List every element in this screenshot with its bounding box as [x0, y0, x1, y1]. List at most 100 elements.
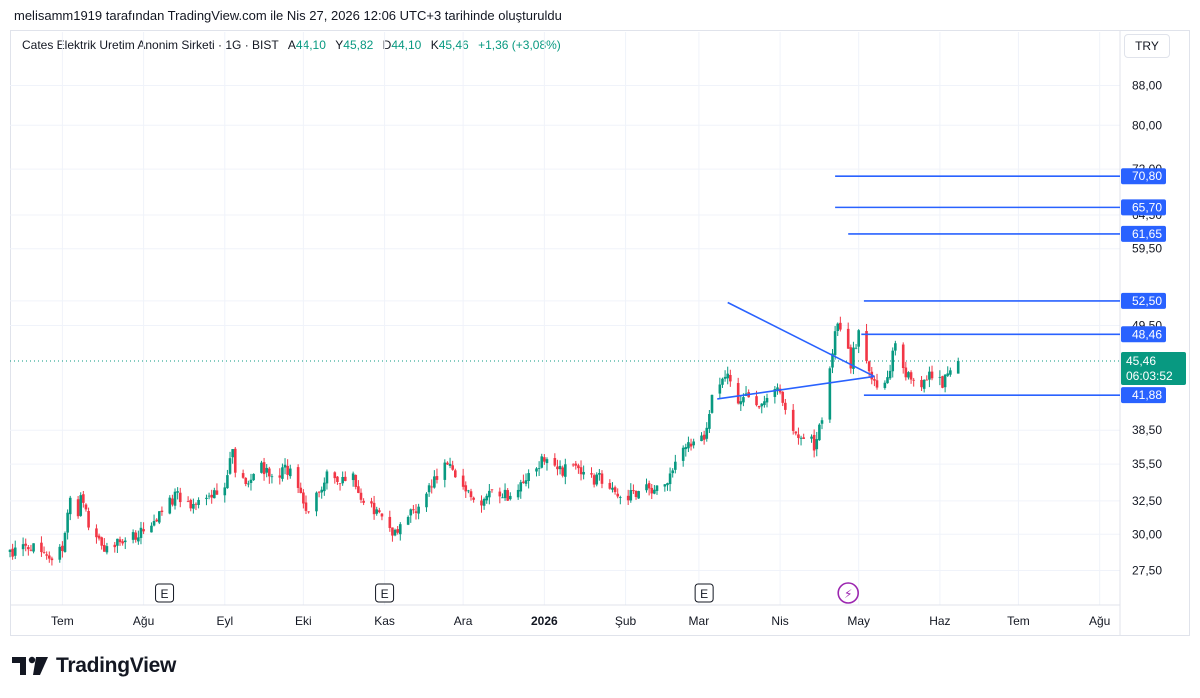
candle-body: [671, 470, 675, 474]
candle-body: [765, 397, 769, 403]
candle-body: [516, 489, 520, 498]
candle-body: [791, 409, 795, 431]
candle-body: [571, 464, 575, 466]
candle-body: [171, 498, 174, 505]
candle-body: [375, 509, 379, 514]
candle-body: [207, 495, 211, 497]
symbol-title[interactable]: Cates Elektrik Uretim Anonim Sirketi · 1…: [22, 38, 279, 52]
time-tick-label: Ağu: [1089, 614, 1110, 628]
candle-body: [241, 473, 245, 478]
change-value: +1,36 (+3,08%): [478, 38, 561, 52]
candle-body: [828, 368, 832, 420]
candle-body: [909, 372, 913, 380]
price-chart[interactable]: 88,0080,0072,0064,5059,5052,5049,5038,50…: [0, 0, 1200, 640]
price-tick-label: 80,00: [1132, 118, 1162, 132]
candle-body: [482, 499, 486, 506]
candle-body: [595, 474, 599, 485]
candle-body: [901, 344, 905, 369]
candle-body: [464, 485, 468, 492]
candle-body: [799, 437, 803, 439]
candle-body: [325, 471, 329, 484]
price-tick-label: 38,50: [1132, 423, 1162, 437]
candle-body: [158, 511, 161, 523]
candle-body: [920, 379, 923, 388]
candle-body: [637, 491, 640, 499]
candle-body: [427, 485, 431, 493]
candle-body: [27, 547, 30, 550]
chart-credit: melisamm1919 tarafından TradingView.com …: [14, 8, 562, 23]
time-tick-label: May: [847, 614, 870, 628]
candle-body: [776, 387, 779, 390]
candle-body: [95, 528, 98, 538]
candle-body: [650, 487, 654, 494]
candle-body: [815, 439, 819, 450]
candle-body: [134, 532, 138, 540]
candle-body: [509, 495, 512, 500]
candle-body: [278, 475, 282, 478]
candle-body: [668, 473, 672, 485]
candle-body: [362, 500, 365, 503]
candle-body: [666, 483, 669, 486]
candle-body: [372, 502, 376, 515]
candle-body: [831, 353, 834, 368]
candle-body: [655, 485, 659, 491]
earnings-marker-label: E: [161, 587, 169, 601]
price-tick-label: 27,50: [1132, 564, 1162, 578]
candle-body: [883, 382, 887, 388]
candle-body: [396, 529, 399, 533]
event-markers[interactable]: E E E ⚡: [155, 582, 860, 604]
candle-body: [378, 510, 381, 513]
candle-body: [194, 503, 198, 505]
candle-body: [296, 467, 300, 488]
candle-body: [448, 463, 452, 466]
candle-body: [949, 370, 952, 375]
candle-body: [11, 548, 14, 557]
candle-body: [490, 489, 494, 491]
candle-body: [469, 491, 473, 498]
candle-body: [265, 467, 268, 473]
candle-body: [608, 482, 612, 489]
candle-body: [97, 535, 101, 539]
price-level-label: 65,70: [1132, 200, 1162, 214]
candle-body: [354, 475, 358, 487]
candle-body: [674, 461, 677, 470]
candle-body: [357, 486, 360, 493]
price-level-label: 41,88: [1132, 388, 1162, 402]
candle-body: [137, 537, 140, 542]
candle-body: [729, 374, 732, 382]
candle-body: [632, 490, 635, 492]
candle-body: [42, 552, 46, 554]
last-price-label: 45,46: [1126, 354, 1156, 368]
price-level-label-bg: [1121, 387, 1166, 404]
tradingview-wordmark: TradingView: [56, 654, 177, 677]
candle-body: [58, 546, 62, 560]
candle-body: [519, 482, 523, 492]
candle-body: [592, 475, 596, 485]
drawings[interactable]: [717, 175, 1120, 400]
candle-body: [82, 494, 85, 503]
price-axis: 88,0080,0072,0064,5059,5052,5049,5038,50…: [1132, 79, 1162, 578]
candle-body: [760, 403, 764, 407]
candle-body: [535, 468, 538, 472]
candle-body: [433, 476, 436, 488]
candle-body: [24, 543, 28, 546]
candle-body: [663, 484, 667, 487]
candle-body: [155, 519, 158, 522]
tradingview-logo[interactable]: TradingView: [12, 654, 176, 678]
candle-body: [875, 380, 879, 388]
candle-body: [186, 501, 190, 503]
candle-body: [564, 464, 567, 477]
candle-body: [173, 491, 177, 506]
grid: [10, 31, 1121, 635]
candle-body: [540, 456, 544, 468]
candle-body: [854, 347, 858, 349]
candle-body: [446, 462, 449, 465]
time-tick-label: Kas: [374, 614, 395, 628]
currency-button[interactable]: TRY: [1124, 34, 1170, 58]
candle-body: [653, 489, 656, 494]
time-axis: HazTemAğuEylEkiKasAra2026ŞubMarNisMayHaz…: [51, 614, 1110, 628]
candle-body: [286, 465, 289, 475]
candle-body: [577, 465, 580, 469]
candle-body: [611, 487, 614, 490]
candle-body: [13, 547, 17, 556]
